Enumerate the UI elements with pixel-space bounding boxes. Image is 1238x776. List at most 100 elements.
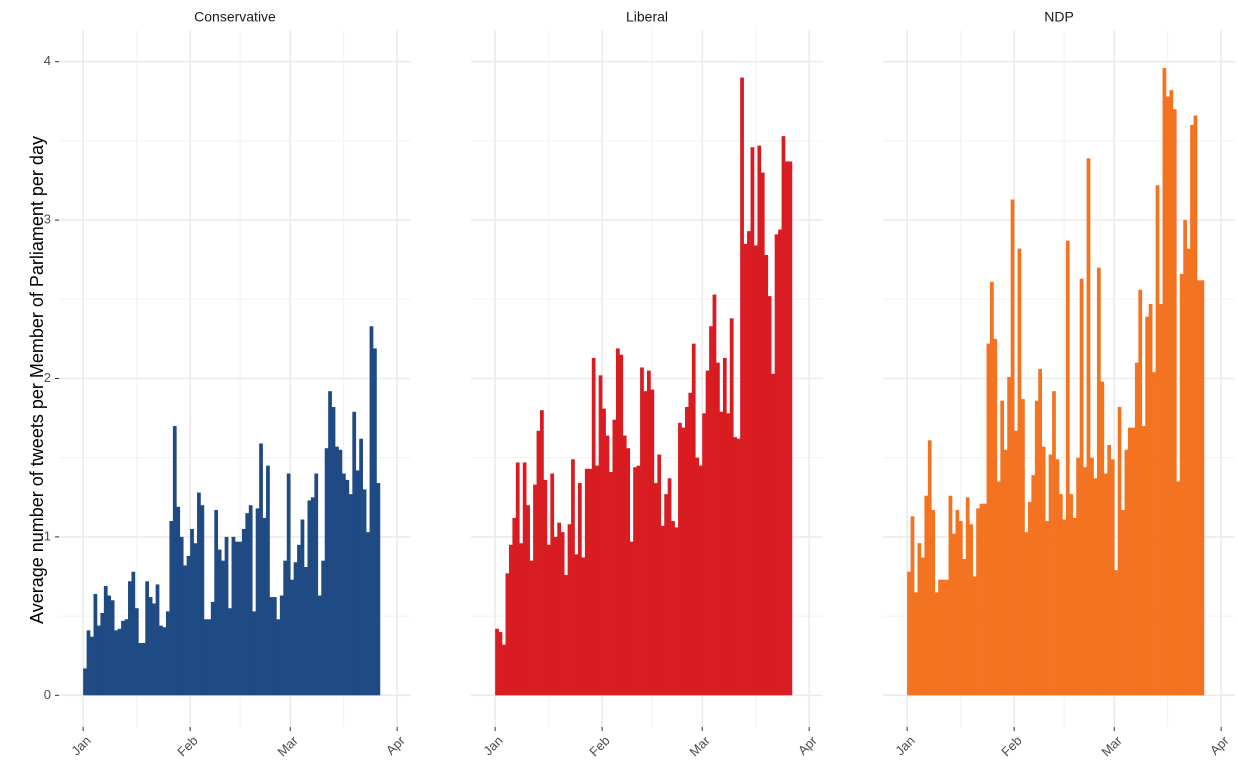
bar <box>955 509 960 696</box>
bar <box>702 413 706 696</box>
bar <box>1083 467 1087 696</box>
bar <box>979 503 984 696</box>
bar <box>148 597 153 696</box>
bar <box>169 521 174 696</box>
bar <box>300 519 305 696</box>
bar <box>235 541 239 696</box>
bar <box>989 281 994 696</box>
bar <box>93 593 98 696</box>
x-tick-label: Feb <box>586 733 612 759</box>
bar <box>1031 475 1036 696</box>
bar <box>722 357 727 696</box>
bar <box>664 494 669 696</box>
bar <box>121 620 125 696</box>
bar <box>373 348 377 696</box>
bar <box>124 619 129 696</box>
bar <box>1055 459 1060 696</box>
bar <box>598 375 603 696</box>
bar <box>352 411 357 696</box>
bar <box>629 541 634 696</box>
bar <box>910 516 915 696</box>
bar <box>743 243 748 696</box>
bar <box>1024 532 1029 696</box>
bar <box>719 411 724 696</box>
bar <box>1045 521 1049 696</box>
bar <box>952 533 956 696</box>
bar <box>228 608 232 696</box>
bar <box>945 579 949 696</box>
bar <box>245 513 250 696</box>
bar <box>771 373 775 696</box>
bar <box>920 557 925 696</box>
bar <box>931 509 936 696</box>
bar <box>550 473 555 696</box>
bar <box>193 543 198 696</box>
bar <box>355 470 360 696</box>
bar <box>138 643 143 696</box>
bar <box>1138 289 1143 696</box>
bar <box>1007 376 1011 696</box>
bar <box>564 574 568 696</box>
bar <box>310 497 315 696</box>
bar <box>348 494 353 696</box>
panel-title: Conservative <box>194 9 276 25</box>
x-tick-label: Mar <box>686 732 713 759</box>
x-tick-label: Feb <box>174 733 200 759</box>
bar <box>733 437 738 696</box>
bar <box>605 435 610 696</box>
x-tick-label: Apr <box>1207 732 1232 757</box>
x-tick-label: Jan <box>892 733 917 758</box>
bar <box>540 410 544 696</box>
bar <box>691 343 696 696</box>
bar <box>934 592 939 696</box>
bar <box>293 562 298 696</box>
bar <box>324 448 329 696</box>
bar <box>90 636 94 696</box>
bar <box>1090 457 1094 696</box>
bar <box>290 579 294 696</box>
bar <box>781 136 786 696</box>
bar <box>366 532 370 696</box>
bar <box>1103 473 1108 696</box>
y-axis-label: Average number of tweets per Member of P… <box>27 136 47 624</box>
bar <box>314 473 319 696</box>
bar <box>221 560 225 696</box>
bar <box>1107 445 1112 696</box>
bar <box>653 483 658 696</box>
bar <box>152 603 156 696</box>
bar <box>210 601 215 696</box>
bar <box>640 367 644 696</box>
bar <box>359 438 363 696</box>
bar <box>283 560 288 696</box>
bar <box>577 483 582 696</box>
y-tick-label: 4 <box>44 53 51 68</box>
bar <box>1010 199 1015 696</box>
bar <box>1000 400 1005 696</box>
bar <box>764 254 769 696</box>
bar <box>774 234 779 696</box>
bar <box>214 509 219 696</box>
x-tick-label: Jan <box>480 733 505 758</box>
bar <box>1065 240 1070 696</box>
bar <box>965 497 970 696</box>
bar <box>917 543 922 696</box>
bar <box>252 611 257 696</box>
bar <box>272 597 277 696</box>
bar <box>927 440 932 696</box>
bar <box>698 465 703 696</box>
panel-title: NDP <box>1044 9 1074 25</box>
bar <box>134 608 139 696</box>
x-tick-label: Feb <box>998 733 1024 759</box>
bar <box>1169 90 1174 696</box>
bar <box>972 576 977 696</box>
bar <box>1128 427 1132 696</box>
bar <box>505 573 510 696</box>
bar <box>341 473 346 696</box>
bar <box>571 459 575 696</box>
bar <box>276 619 281 696</box>
bar <box>619 354 624 696</box>
bar <box>1190 125 1194 696</box>
bar <box>709 326 713 696</box>
bar <box>924 495 929 696</box>
